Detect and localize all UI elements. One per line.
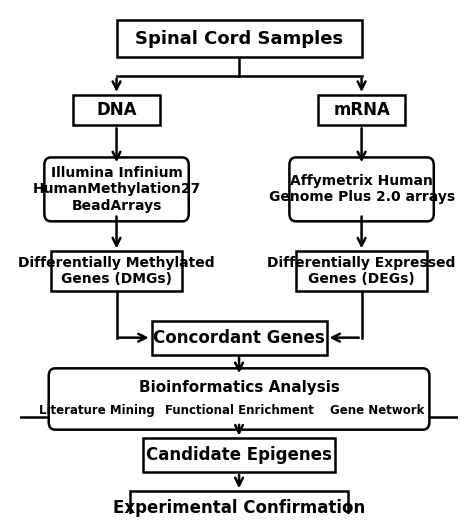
FancyBboxPatch shape — [143, 438, 335, 472]
Text: Functional Enrichment: Functional Enrichment — [164, 404, 313, 417]
Text: Affymetrix Human
Genome Plus 2.0 arrays: Affymetrix Human Genome Plus 2.0 arrays — [269, 175, 455, 204]
FancyBboxPatch shape — [318, 95, 405, 126]
Text: Gene Network: Gene Network — [330, 404, 424, 417]
Text: Differentially Methylated
Genes (DMGs): Differentially Methylated Genes (DMGs) — [18, 256, 215, 286]
Text: Differentially Expressed
Genes (DEGs): Differentially Expressed Genes (DEGs) — [267, 256, 456, 286]
FancyBboxPatch shape — [130, 491, 348, 521]
FancyBboxPatch shape — [49, 368, 429, 430]
Text: Literature Mining: Literature Mining — [39, 404, 155, 417]
FancyBboxPatch shape — [73, 95, 160, 126]
Text: mRNA: mRNA — [333, 101, 390, 119]
Text: Concordant Genes: Concordant Genes — [153, 329, 325, 346]
Text: Illumina Infinium
HumanMethylation27
BeadArrays: Illumina Infinium HumanMethylation27 Bea… — [32, 166, 201, 213]
Text: Spinal Cord Samples: Spinal Cord Samples — [135, 30, 343, 47]
Text: Candidate Epigenes: Candidate Epigenes — [146, 446, 332, 464]
FancyBboxPatch shape — [45, 157, 189, 221]
FancyBboxPatch shape — [296, 251, 427, 291]
Text: Bioinformatics Analysis: Bioinformatics Analysis — [138, 380, 339, 395]
Text: Experimental Confirmation: Experimental Confirmation — [113, 499, 365, 517]
FancyBboxPatch shape — [290, 157, 434, 221]
Text: DNA: DNA — [96, 101, 137, 119]
FancyBboxPatch shape — [117, 20, 362, 57]
FancyBboxPatch shape — [51, 251, 182, 291]
FancyBboxPatch shape — [152, 321, 327, 354]
